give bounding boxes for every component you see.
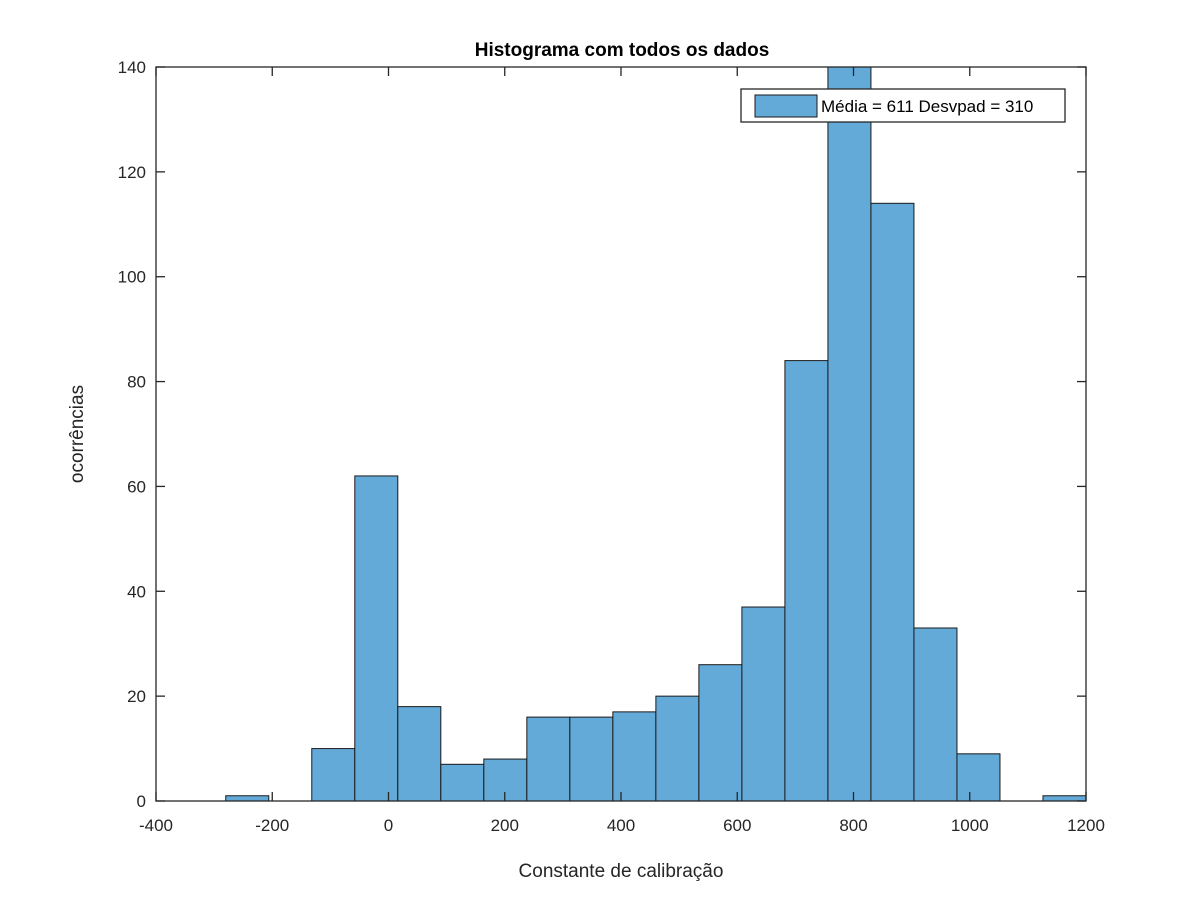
histogram-bar bbox=[397, 706, 442, 802]
histogram-bar bbox=[311, 748, 356, 802]
x-tick-label: 1000 bbox=[951, 816, 989, 835]
bars-group bbox=[225, 66, 1087, 802]
y-tick-label: 140 bbox=[118, 58, 146, 77]
y-tick-label: 60 bbox=[127, 477, 146, 496]
x-tick-label: 800 bbox=[839, 816, 867, 835]
y-tick-label: 20 bbox=[127, 687, 146, 706]
x-tick-label: 200 bbox=[491, 816, 519, 835]
histogram-bar bbox=[698, 664, 743, 802]
histogram-bar bbox=[440, 763, 485, 802]
legend-swatch bbox=[754, 94, 818, 118]
x-tick-label: 400 bbox=[607, 816, 635, 835]
y-axis-label: ocorrências bbox=[67, 385, 88, 483]
y-tick-label: 120 bbox=[118, 163, 146, 182]
y-tick-label: 80 bbox=[127, 373, 146, 392]
histogram-bar bbox=[354, 475, 399, 802]
y-ticks-group: 0 20 40 60 80 100 120 140 bbox=[118, 58, 1086, 811]
y-tick-label: 100 bbox=[118, 268, 146, 287]
histogram-bar bbox=[741, 606, 786, 802]
histogram-bar bbox=[956, 753, 1001, 802]
x-tick-label: -400 bbox=[139, 816, 173, 835]
x-tick-label: -200 bbox=[255, 816, 289, 835]
x-tick-label: 0 bbox=[384, 816, 393, 835]
histogram-bar bbox=[526, 716, 571, 802]
x-tick-label: 1200 bbox=[1067, 816, 1105, 835]
y-tick-label: 0 bbox=[137, 792, 146, 811]
histogram-bar bbox=[225, 795, 270, 802]
y-tick-label: 40 bbox=[127, 582, 146, 601]
x-tick-label: 600 bbox=[723, 816, 751, 835]
histogram-bar bbox=[612, 711, 657, 802]
histogram-bar bbox=[784, 360, 829, 802]
legend: Média = 611 Desvpad = 310 bbox=[740, 88, 1066, 123]
histogram-bar bbox=[827, 66, 872, 802]
histogram-bar bbox=[913, 627, 958, 802]
x-axis-label: Constante de calibração bbox=[519, 861, 724, 882]
x-ticks-group: -400 -200 0 200 400 600 800 1000 1200 bbox=[139, 67, 1105, 835]
legend-label: Média = 611 Desvpad = 310 bbox=[821, 97, 1033, 116]
histogram-bar bbox=[569, 716, 614, 802]
chart-title: Histograma com todos os dados bbox=[475, 40, 770, 61]
histogram-bar bbox=[870, 202, 915, 802]
histogram-bar bbox=[655, 695, 700, 802]
histogram-bar bbox=[1042, 795, 1087, 802]
